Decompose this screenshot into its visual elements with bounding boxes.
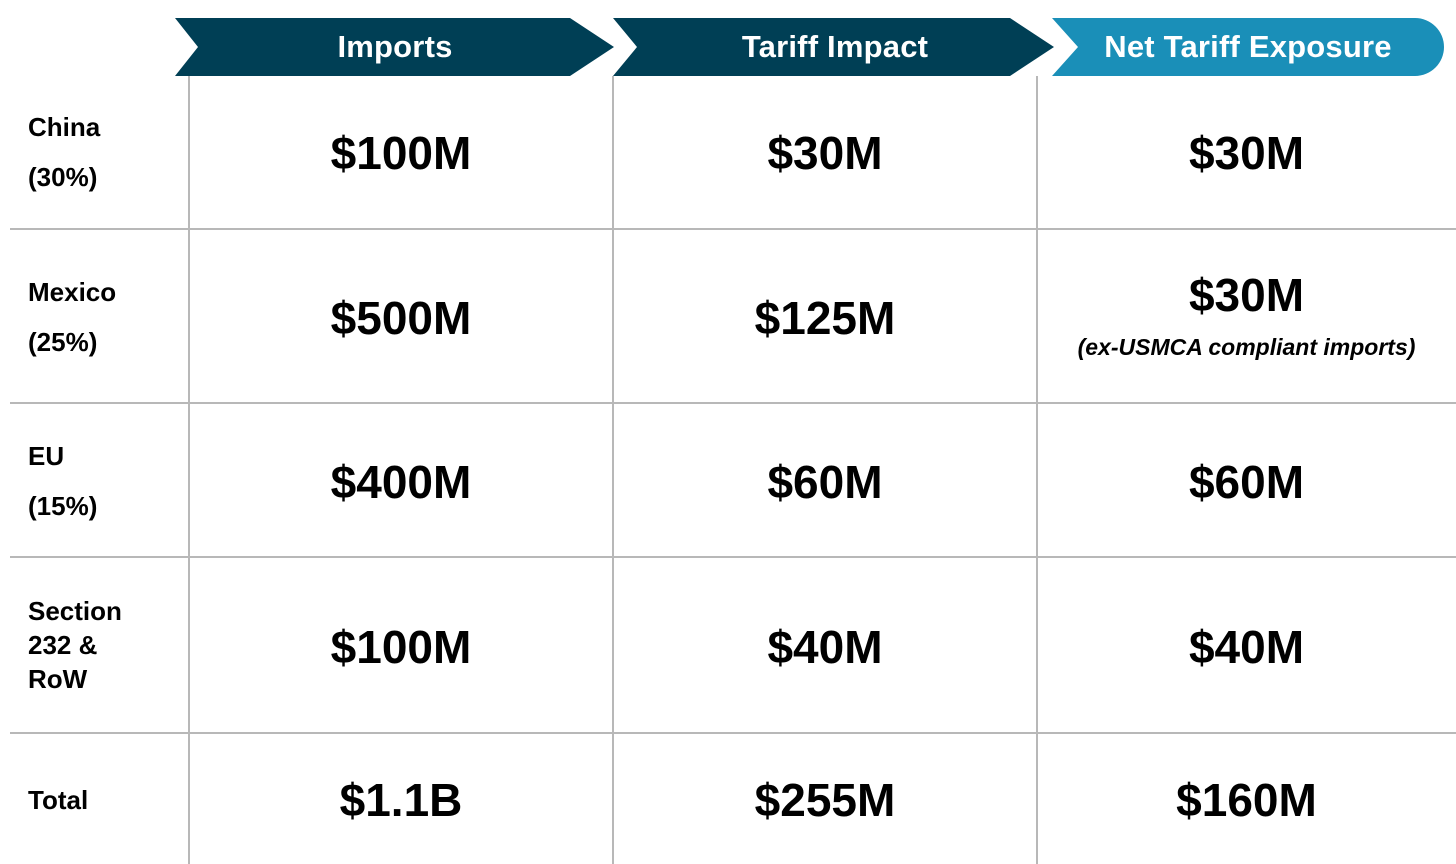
header-tariff-impact: Tariff Impact xyxy=(741,29,929,64)
row-name-line: 232 & xyxy=(28,630,98,660)
cell-china-net: $30M xyxy=(1188,127,1305,179)
cell-total-imports: $1.1B xyxy=(339,774,463,826)
cell-mexico-impact: $125M xyxy=(754,292,896,344)
header-net-tariff-exposure: Net Tariff Exposure xyxy=(1104,29,1392,64)
header-arrow-imports xyxy=(175,18,614,76)
cell-section-232-net: $40M xyxy=(1188,621,1305,673)
cell-total-net: $160M xyxy=(1176,774,1317,826)
row-label-mexico: Mexico (25%) xyxy=(28,267,116,367)
row-label-eu: EU (15%) xyxy=(28,431,97,531)
cell-eu-impact: $60M xyxy=(767,456,883,508)
row-name-line: Section xyxy=(28,596,122,626)
cell-mexico-net: $30M (ex-USMCA compliant imports) xyxy=(1037,268,1456,361)
cell-eu-imports: $400M xyxy=(330,456,472,508)
row-name: EU xyxy=(28,441,65,471)
row-rate: (30%) xyxy=(28,162,98,192)
row-rate: (25%) xyxy=(28,327,98,357)
header-imports: Imports xyxy=(337,29,453,64)
cell-total-impact: $255M xyxy=(754,774,896,826)
row-name: Mexico xyxy=(28,277,117,307)
cell-china-impact: $30M xyxy=(767,127,883,179)
cell-section-232-impact: $40M xyxy=(767,621,883,673)
cell-section-232-imports: $100M xyxy=(330,621,472,673)
header-banner xyxy=(175,18,1444,76)
header-arrow-tariff-impact xyxy=(613,18,1054,76)
row-name: Total xyxy=(28,785,89,815)
row-label-section-232: Section 232 & RoW xyxy=(28,594,122,696)
row-label-total: Total xyxy=(28,775,88,825)
net-value: $30M xyxy=(1188,269,1305,321)
cell-eu-net: $60M xyxy=(1188,456,1305,508)
header-pill-net-exposure xyxy=(1052,18,1444,76)
row-name-line: RoW xyxy=(28,664,88,694)
cell-mexico-imports: $500M xyxy=(330,292,472,344)
net-note: (ex-USMCA compliant imports) xyxy=(1077,334,1416,360)
row-rate: (15%) xyxy=(28,491,98,521)
cell-china-imports: $100M xyxy=(330,127,472,179)
row-label-china: China (30%) xyxy=(28,102,100,202)
row-name: China xyxy=(28,112,101,142)
